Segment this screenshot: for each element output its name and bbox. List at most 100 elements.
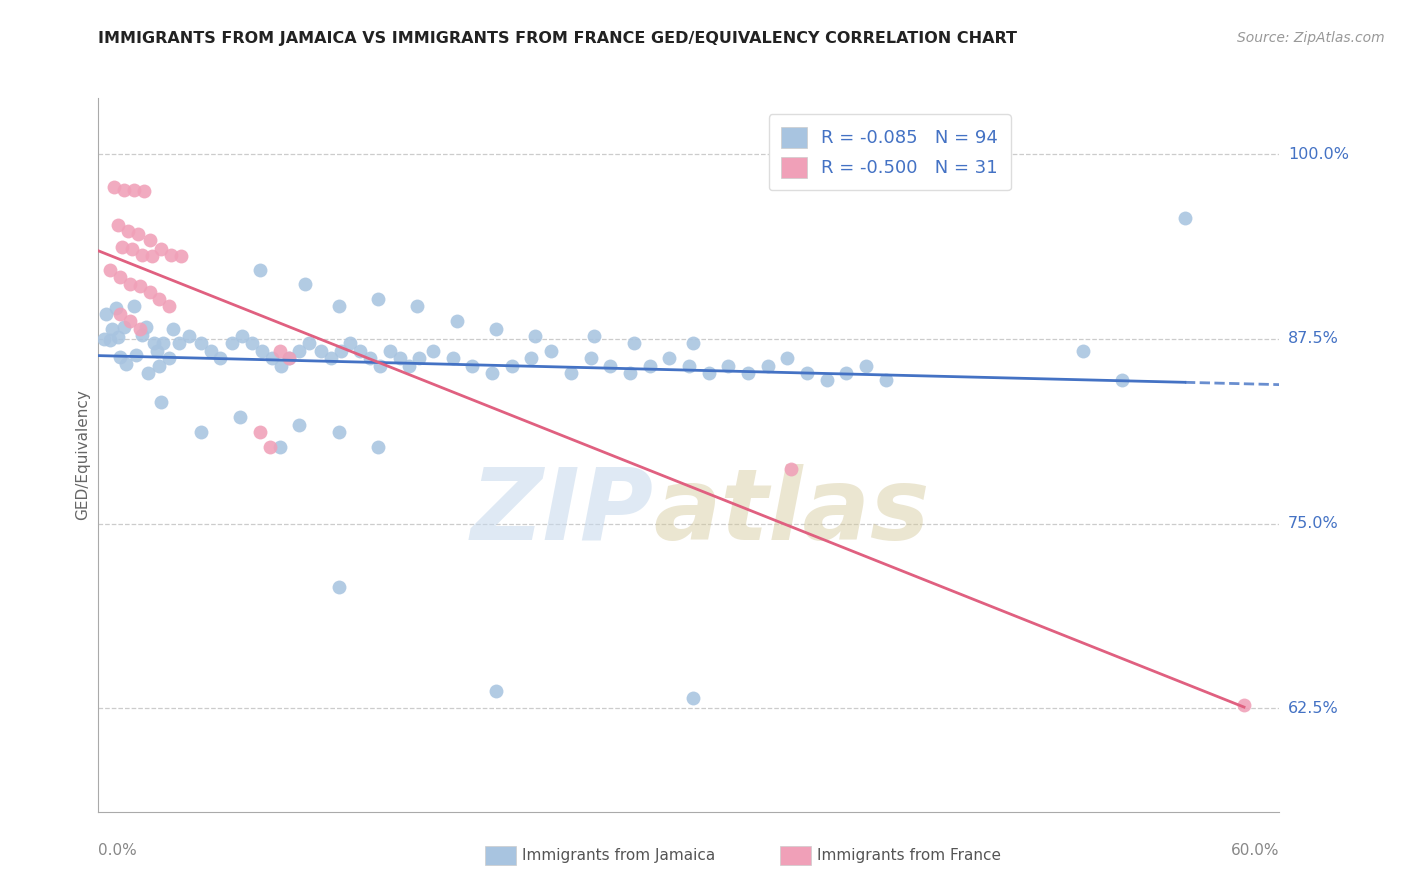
- Point: [121, 242, 143, 256]
- Point: [359, 351, 381, 366]
- Point: [278, 351, 301, 366]
- Text: 60.0%: 60.0%: [1232, 843, 1279, 858]
- Text: ZIP: ZIP: [471, 464, 654, 560]
- Point: [367, 292, 389, 306]
- Point: [103, 179, 125, 194]
- Point: [1174, 211, 1197, 225]
- Point: [855, 359, 877, 373]
- Point: [117, 224, 139, 238]
- Point: [111, 240, 134, 254]
- Point: [294, 277, 316, 292]
- Point: [162, 321, 184, 335]
- Point: [737, 366, 759, 380]
- Point: [269, 343, 291, 358]
- Point: [101, 321, 124, 335]
- Point: [270, 359, 292, 373]
- Text: Immigrants from Jamaica: Immigrants from Jamaica: [522, 848, 714, 863]
- Y-axis label: GED/Equivalency: GED/Equivalency: [75, 390, 90, 520]
- Point: [240, 336, 263, 351]
- Point: [118, 277, 141, 292]
- Point: [160, 248, 183, 262]
- Text: 75.0%: 75.0%: [1288, 516, 1339, 531]
- Point: [441, 351, 464, 366]
- Point: [269, 440, 291, 454]
- Point: [540, 343, 562, 358]
- Point: [107, 218, 129, 232]
- Point: [135, 320, 157, 334]
- Legend: R = -0.085   N = 94, R = -0.500   N = 31: R = -0.085 N = 94, R = -0.500 N = 31: [769, 114, 1011, 190]
- Point: [309, 343, 332, 358]
- Point: [1233, 698, 1256, 713]
- Point: [349, 343, 371, 358]
- Point: [328, 580, 350, 594]
- Text: 62.5%: 62.5%: [1288, 701, 1339, 715]
- Point: [835, 366, 858, 380]
- Point: [141, 249, 163, 263]
- Point: [422, 343, 444, 358]
- Point: [328, 300, 350, 314]
- Point: [339, 336, 361, 351]
- Point: [398, 359, 420, 373]
- Point: [107, 330, 129, 344]
- Point: [367, 440, 389, 454]
- Point: [485, 321, 508, 335]
- Point: [108, 307, 131, 321]
- Point: [583, 329, 606, 343]
- Point: [368, 359, 391, 373]
- Point: [481, 366, 503, 380]
- Point: [96, 307, 118, 321]
- Point: [560, 366, 582, 380]
- Point: [259, 440, 281, 454]
- Point: [461, 359, 484, 373]
- Point: [319, 351, 342, 366]
- Point: [200, 343, 222, 358]
- Point: [122, 300, 145, 314]
- Point: [776, 351, 799, 366]
- Point: [1111, 373, 1133, 387]
- Point: [108, 350, 131, 364]
- Point: [815, 373, 838, 387]
- Point: [875, 373, 897, 387]
- Point: [249, 425, 271, 439]
- Point: [157, 300, 180, 314]
- Point: [501, 359, 523, 373]
- Point: [328, 425, 350, 439]
- Point: [148, 292, 170, 306]
- Point: [278, 351, 301, 366]
- Point: [658, 351, 681, 366]
- Point: [682, 336, 704, 351]
- Point: [231, 329, 253, 343]
- Point: [1071, 343, 1094, 358]
- Point: [131, 327, 153, 342]
- Point: [329, 343, 352, 358]
- Point: [638, 359, 661, 373]
- Text: IMMIGRANTS FROM JAMAICA VS IMMIGRANTS FROM FRANCE GED/EQUIVALENCY CORRELATION CH: IMMIGRANTS FROM JAMAICA VS IMMIGRANTS FR…: [98, 31, 1018, 46]
- Point: [599, 359, 621, 373]
- Point: [756, 359, 779, 373]
- Point: [122, 183, 145, 197]
- Text: Source: ZipAtlas.com: Source: ZipAtlas.com: [1237, 31, 1385, 45]
- Point: [579, 351, 602, 366]
- Point: [136, 366, 159, 380]
- Point: [138, 285, 160, 299]
- Point: [128, 278, 150, 293]
- Point: [112, 183, 135, 197]
- Text: 100.0%: 100.0%: [1288, 147, 1348, 161]
- Point: [717, 359, 740, 373]
- Point: [678, 359, 700, 373]
- Point: [105, 301, 128, 315]
- Text: atlas: atlas: [654, 464, 929, 560]
- Point: [682, 690, 704, 705]
- Point: [177, 329, 200, 343]
- Point: [142, 336, 165, 351]
- Point: [221, 336, 243, 351]
- Point: [146, 343, 169, 358]
- Point: [93, 332, 115, 346]
- Point: [408, 351, 430, 366]
- Text: 87.5%: 87.5%: [1288, 332, 1339, 346]
- Point: [131, 248, 153, 262]
- Point: [127, 227, 149, 241]
- Point: [524, 329, 547, 343]
- Point: [190, 336, 212, 351]
- Point: [170, 249, 193, 263]
